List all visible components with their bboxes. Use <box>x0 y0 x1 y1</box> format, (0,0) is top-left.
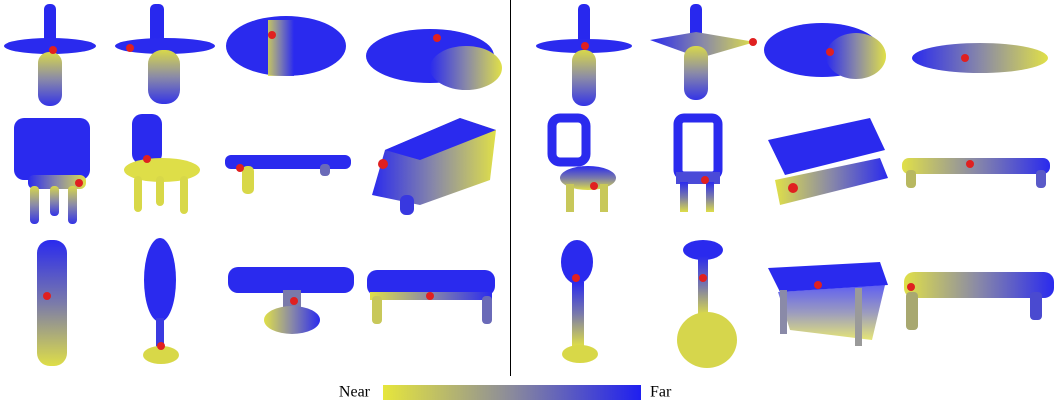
point-cloud-part <box>678 118 718 176</box>
point-cloud-part <box>566 184 574 212</box>
point-cloud-part <box>699 274 707 282</box>
point-cloud-part <box>677 312 737 368</box>
point-cloud-part <box>572 274 580 282</box>
table-2 <box>228 267 354 334</box>
point-cloud-part <box>826 33 886 79</box>
point-cloud-part <box>572 282 584 346</box>
point-cloud-part <box>43 292 51 300</box>
chair-3 <box>552 118 616 212</box>
page: {"colorbar": {"min_label": "Near", "max_… <box>0 0 1057 404</box>
point-cloud-part <box>228 267 354 293</box>
point-cloud-part <box>426 292 434 300</box>
point-cloud-part <box>50 186 59 216</box>
lamp-3 <box>561 240 598 363</box>
point-cloud-part <box>433 34 441 42</box>
car-3 <box>764 23 886 79</box>
point-cloud-part <box>855 288 862 346</box>
table-4 <box>768 262 888 346</box>
car-4 <box>912 43 1048 73</box>
airplane-1 <box>4 4 96 106</box>
bench-3 <box>902 158 1050 188</box>
point-cloud-part <box>680 182 688 212</box>
point-cloud-part <box>581 42 589 50</box>
lamp-1 <box>37 240 67 366</box>
point-cloud-part <box>264 306 320 334</box>
point-cloud-part <box>572 50 596 106</box>
point-cloud-part <box>400 195 414 215</box>
car-2 <box>366 29 502 90</box>
point-cloud-part <box>826 48 834 56</box>
point-cloud-part <box>372 296 382 324</box>
point-cloud-part <box>698 256 708 316</box>
table-1 <box>225 155 351 194</box>
point-cloud-part <box>144 238 176 322</box>
point-cloud-part <box>157 342 165 350</box>
point-cloud-part <box>242 166 254 194</box>
point-cloud-part <box>290 297 298 305</box>
point-cloud-part <box>180 176 188 214</box>
point-cloud-part <box>68 186 77 224</box>
point-cloud-part <box>75 179 83 187</box>
point-cloud-part <box>30 186 39 224</box>
point-cloud-part <box>268 20 294 76</box>
chair-4 <box>676 118 720 212</box>
point-cloud-part <box>701 176 709 184</box>
colorbar <box>383 385 641 400</box>
point-cloud-part <box>134 176 142 212</box>
chair-2 <box>124 114 200 214</box>
point-cloud-part <box>156 176 164 206</box>
point-cloud-part <box>814 281 822 289</box>
point-cloud-part <box>749 38 757 46</box>
point-cloud-part <box>14 118 90 180</box>
point-cloud-part <box>482 296 492 324</box>
car-1 <box>226 16 346 76</box>
airplane-2 <box>115 4 215 104</box>
bench-1 <box>372 118 496 215</box>
figure: Near Far <box>0 0 1057 404</box>
point-cloud-part <box>1036 170 1046 188</box>
point-cloud-part <box>1030 292 1042 320</box>
lamp-4 <box>677 240 737 368</box>
point-cloud-part <box>902 158 1050 174</box>
point-cloud-part <box>912 43 1048 73</box>
colorbar-min-label: Near <box>339 384 371 401</box>
point-cloud-part <box>150 4 164 44</box>
table-3 <box>367 270 495 324</box>
point-cloud-part <box>590 182 598 190</box>
point-cloud-part <box>148 50 180 104</box>
point-cloud-part <box>378 159 388 169</box>
point-cloud-part <box>268 31 276 39</box>
point-cloud-part <box>684 46 708 100</box>
bench-2 <box>768 118 888 205</box>
point-cloud-part <box>552 118 586 162</box>
point-cloud-part <box>600 184 608 212</box>
point-cloud-part <box>225 155 351 169</box>
point-cloud-part <box>49 46 57 54</box>
point-cloud-part <box>430 46 502 90</box>
point-cloud-part <box>562 345 598 363</box>
point-cloud-part <box>906 292 918 330</box>
point-cloud-part <box>126 44 134 52</box>
colorbar-max-label: Far <box>650 384 672 401</box>
lamp-2 <box>143 238 179 364</box>
point-cloud-part <box>906 170 916 188</box>
point-cloud-part <box>236 164 244 172</box>
point-cloud-part <box>706 182 714 212</box>
point-cloud-part <box>780 290 787 334</box>
chair-1 <box>14 118 90 224</box>
point-cloud-part <box>961 54 969 62</box>
point-cloud-part <box>143 155 151 163</box>
point-cloud-part <box>37 240 67 366</box>
point-cloud-part <box>788 183 798 193</box>
point-cloud-part <box>966 160 974 168</box>
point-cloud-part <box>320 164 330 176</box>
point-cloud-part <box>907 283 915 291</box>
airplane-4 <box>650 4 757 100</box>
airplane-3 <box>536 4 632 106</box>
point-cloud-part <box>778 285 885 340</box>
point-cloud-part <box>38 52 62 106</box>
table-5 <box>904 272 1054 330</box>
